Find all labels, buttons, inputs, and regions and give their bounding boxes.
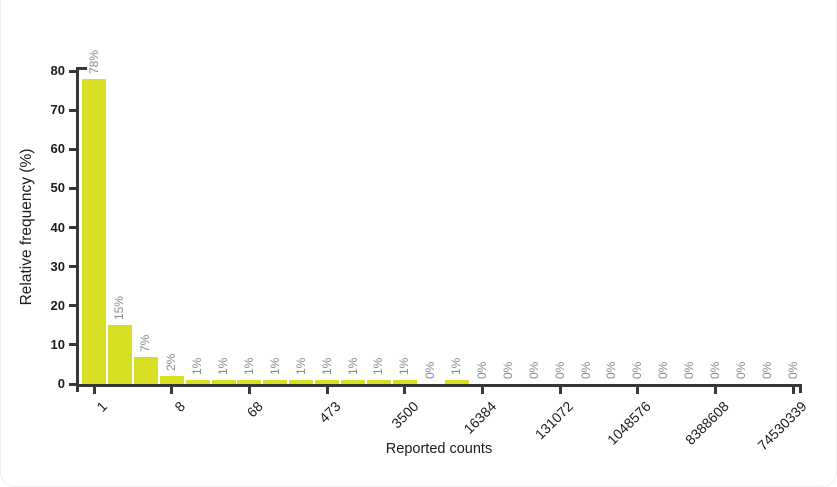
bar [341,380,366,384]
x-tick-label-text: 473 [315,398,344,426]
x-tick [325,387,329,394]
x-tick [92,387,96,394]
y-tick [69,108,76,112]
bar-value-label: 0% [474,361,489,379]
x-tick-label-text: 1 [93,398,111,415]
x-axis-title: Reported counts [385,441,493,457]
bar-value-label: 1% [216,357,231,376]
bar [237,380,262,384]
y-tick-label: 30 [50,258,65,274]
bar-value-label: 1% [449,357,464,376]
bar-value-label: 1% [345,357,360,376]
bar-value-label: 0% [656,361,671,379]
bar-value-label: 0% [708,361,723,379]
bar [444,380,469,384]
y-tick-label: 0 [57,376,65,391]
bar-value-label: 0% [759,361,774,379]
x-tick [480,387,484,394]
y-axis-end-cap [76,67,87,70]
bar-value-label: 7% [138,334,153,352]
x-tick-label-text: 3500 [387,398,422,432]
x-tick [170,387,174,394]
bar [82,78,107,384]
bar-value-label: 1% [241,357,256,376]
y-tick [69,265,76,269]
x-axis-line [76,384,802,387]
bar-value-label: 0% [630,361,645,379]
bar [159,376,184,384]
bar-value-label: 2% [164,353,179,372]
y-axis-line [76,67,79,392]
bar-value-label: 1% [371,357,386,376]
y-tick-label: 80 [50,63,65,78]
bar-value-label: 0% [552,361,567,379]
bar [107,325,132,384]
y-tick-label: 40 [50,219,65,235]
bar-value-label: 1% [319,357,334,376]
y-tick-label: 10 [50,336,65,352]
bar [366,380,391,384]
bar-value-label: 78% [86,49,101,74]
x-tick [403,387,407,394]
y-tick [69,343,76,347]
bar-value-label: 0% [500,361,515,379]
y-tick [69,226,76,229]
bar [133,356,158,384]
y-tick-label: 50 [50,180,65,196]
x-tick [791,387,795,394]
y-tick-label: 20 [50,297,65,313]
bar-value-label: 1% [190,357,205,376]
y-tick [69,147,76,151]
bar-value-label: 1% [293,357,308,376]
y-tick-label: 60 [50,141,65,157]
x-tick [714,387,718,394]
y-tick-label: 70 [50,102,65,118]
y-tick [69,69,76,73]
y-tick [69,186,76,190]
bar [289,380,314,384]
bar-value-label: 0% [423,361,438,379]
bar [392,380,417,384]
bar-value-label: 0% [604,361,619,379]
x-axis-end-cap [799,384,802,393]
x-tick [636,387,640,394]
bar-value-label: 0% [578,361,593,379]
x-tick [558,387,562,394]
bar-value-label: 0% [785,361,800,379]
bar-value-label: 0% [682,361,697,379]
y-tick [69,304,76,308]
bar-value-label: 0% [526,361,541,379]
bar-value-label: 1% [267,357,282,376]
bar [185,380,210,384]
y-tick [69,382,76,386]
x-tick [247,387,251,394]
bar-value-label: 0% [733,361,748,379]
bar-value-label: 1% [397,357,412,376]
bar-value-label: 15% [112,296,127,321]
bar [211,380,236,384]
x-tick-label-text: 8 [171,398,189,415]
x-tick-label-text: 68 [243,398,266,421]
bar [263,380,288,384]
y-axis-title: Relative frequency (%) [18,148,35,306]
x-tick-label-text: 131072 [532,398,577,443]
bar [315,380,340,384]
x-tick-label-text: 16384 [459,398,499,437]
